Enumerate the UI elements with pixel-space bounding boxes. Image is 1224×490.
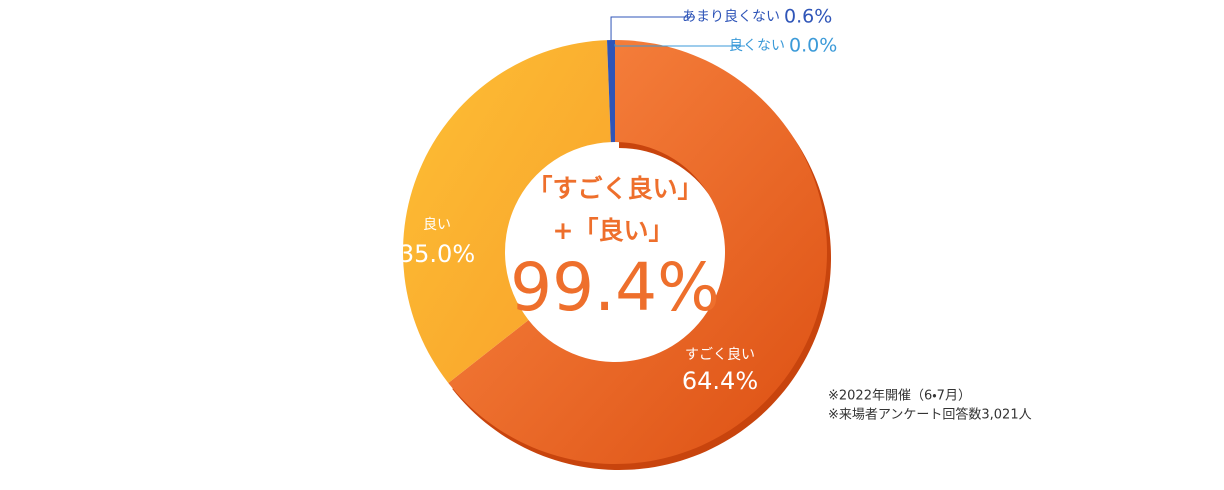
- slice: [607, 40, 615, 143]
- slice: [448, 40, 827, 464]
- slice-value: 35.0%: [399, 240, 475, 268]
- center-value: 99.4%: [510, 249, 720, 326]
- slice-value: 0.6%: [784, 6, 832, 28]
- note: ※来場者アンケート回答数3,021人: [828, 407, 1032, 423]
- slice-label: あまり良くない: [682, 9, 780, 25]
- center-text: +「良い」: [553, 216, 674, 245]
- slice-label: 良くない: [729, 38, 785, 54]
- note: ※2022年開催（6・7月）: [828, 389, 971, 404]
- slice-value: 0.0%: [789, 35, 837, 57]
- slice: [403, 40, 611, 383]
- center-text: 「すごく良い」: [527, 174, 702, 203]
- slice-value: 64.4%: [682, 367, 758, 395]
- leader-line: [610, 16, 695, 45]
- leader-line: [614, 44, 745, 47]
- slices: [403, 40, 832, 470]
- slice-label: 良い: [423, 217, 451, 233]
- slice-label: すごく良い: [685, 347, 755, 363]
